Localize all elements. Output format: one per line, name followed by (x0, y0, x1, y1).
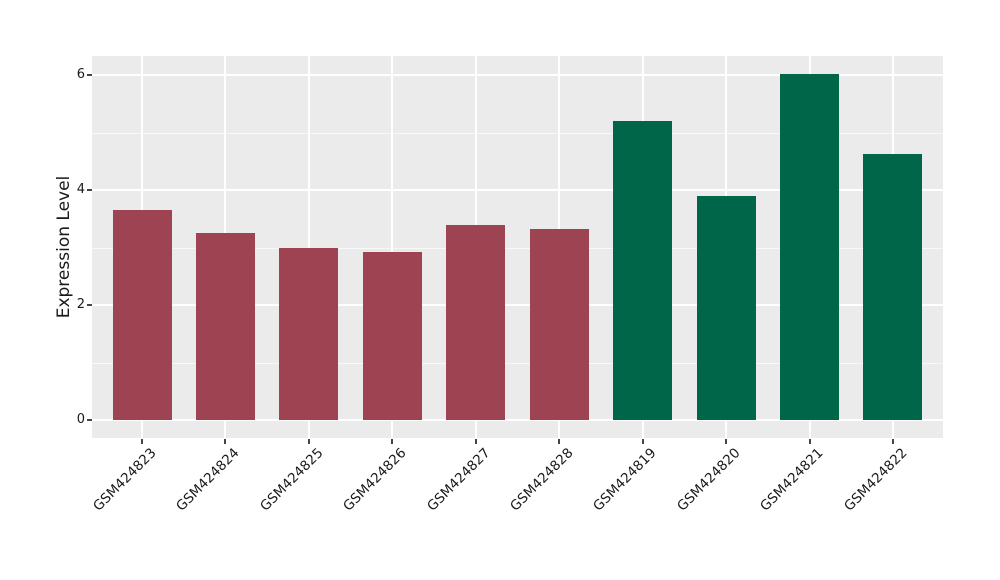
x-tick-label-GSM424819: GSM424819 (590, 445, 660, 515)
bar-GSM424826 (362, 251, 422, 420)
minor-gridline (92, 132, 943, 134)
bar-GSM424825 (279, 248, 339, 420)
major-gridline (92, 419, 943, 421)
y-tick-label: 6 (76, 67, 85, 82)
bar-GSM424821 (780, 73, 840, 420)
x-tick-mark (224, 439, 227, 444)
x-tick-mark (725, 439, 728, 444)
x-tick-label-GSM424820: GSM424820 (673, 445, 744, 515)
plot-area (92, 56, 943, 438)
y-tick-label: 4 (76, 182, 85, 197)
bar-GSM424819 (613, 121, 673, 420)
bar-GSM424824 (195, 232, 255, 420)
vertical-gridline (307, 56, 310, 438)
major-gridline (92, 189, 943, 191)
bar-GSM424827 (446, 225, 506, 420)
x-tick-label-GSM424828: GSM424828 (507, 445, 577, 515)
x-tick-mark (808, 439, 811, 444)
x-tick-label-GSM424826: GSM424826 (340, 445, 410, 515)
y-tick-mark (87, 419, 92, 421)
x-tick-mark (474, 439, 477, 444)
x-tick-label-GSM424827: GSM424827 (423, 445, 494, 515)
x-tick-label-GSM424822: GSM424822 (840, 445, 911, 515)
y-tick-mark (87, 189, 92, 191)
major-gridline (92, 304, 943, 306)
bar-GSM424828 (529, 228, 589, 420)
x-tick-mark (891, 439, 894, 444)
x-tick-mark (391, 439, 394, 444)
minor-gridline (92, 247, 943, 249)
minor-gridline (92, 362, 943, 364)
vertical-gridline (391, 56, 394, 438)
x-tick-label-GSM424823: GSM424823 (89, 445, 160, 515)
x-tick-mark (307, 439, 310, 444)
y-tick-mark (87, 304, 92, 306)
bar-GSM424823 (112, 210, 172, 420)
y-tick-mark (87, 74, 92, 76)
bar-GSM424820 (696, 195, 756, 420)
x-tick-mark (641, 439, 644, 444)
bar-GSM424822 (863, 154, 923, 420)
x-tick-mark (141, 439, 143, 444)
x-tick-mark (558, 439, 561, 444)
y-tick-label: 0 (76, 412, 85, 427)
x-tick-label-GSM424825: GSM424825 (256, 445, 327, 515)
major-gridline (92, 74, 943, 76)
x-tick-label-GSM424824: GSM424824 (173, 445, 243, 515)
y-tick-label: 2 (76, 297, 85, 312)
x-tick-label-GSM424821: GSM424821 (757, 445, 827, 515)
